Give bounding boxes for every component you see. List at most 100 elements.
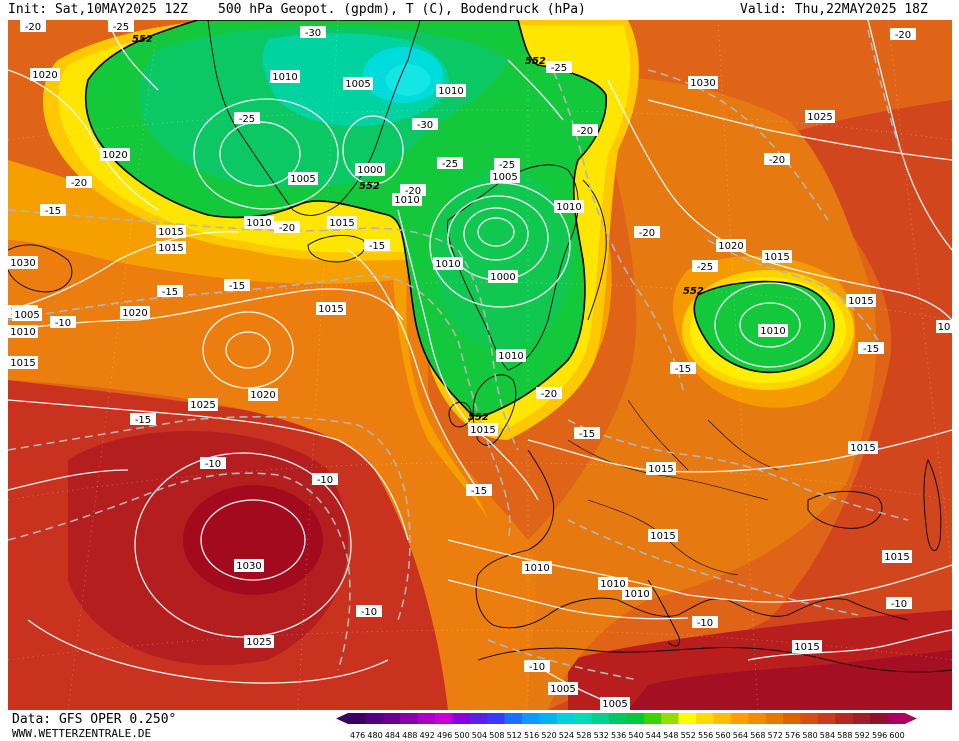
colorbar-tick-label: 540 bbox=[628, 731, 643, 740]
pressure-label: 1015 bbox=[316, 302, 346, 315]
svg-text:1010: 1010 bbox=[435, 259, 460, 270]
svg-text:-15: -15 bbox=[863, 344, 879, 355]
colorbar-swatch bbox=[696, 713, 714, 724]
geopotential-label: 552 bbox=[468, 412, 489, 423]
pressure-label: 1015 bbox=[646, 462, 676, 475]
svg-text:-20: -20 bbox=[577, 126, 593, 137]
pressure-label: 1005 bbox=[548, 682, 578, 695]
temperature-label: -15 bbox=[364, 239, 390, 252]
temperature-label: -10 bbox=[356, 605, 382, 618]
sahara-hot-field bbox=[628, 650, 952, 710]
temperature-label: -20 bbox=[536, 387, 562, 400]
colorbar-swatch bbox=[626, 713, 645, 724]
pressure-label: 1010 bbox=[270, 70, 300, 83]
colorbar-tick-label: 568 bbox=[750, 731, 765, 740]
colorbar-swatch bbox=[887, 713, 906, 724]
svg-text:-25: -25 bbox=[697, 262, 713, 273]
isotherms bbox=[8, 29, 909, 681]
svg-text:1015: 1015 bbox=[470, 425, 495, 436]
atlantic-high-center bbox=[183, 485, 323, 595]
svg-text:1015: 1015 bbox=[648, 464, 673, 475]
pressure-label: 1015 bbox=[156, 241, 186, 254]
colorbar-tick-label: 556 bbox=[698, 731, 713, 740]
pressure-label: 1020 bbox=[716, 239, 746, 252]
colorbar-swatch bbox=[348, 713, 366, 724]
colorbar-tick-label: 592 bbox=[855, 731, 870, 740]
pressure-label: 1030 bbox=[234, 559, 264, 572]
temperature-label: -15 bbox=[130, 413, 156, 426]
map-title: 500 hPa Geopot. (gpdm), T (C), Bodendruc… bbox=[218, 2, 586, 17]
pressure-label: 1015 bbox=[762, 250, 792, 263]
svg-text:1025: 1025 bbox=[190, 400, 215, 411]
svg-text:1015: 1015 bbox=[848, 296, 873, 307]
pressure-label: 1000 bbox=[488, 270, 518, 283]
colorbar-tick-label: 580 bbox=[802, 731, 817, 740]
svg-text:-30: -30 bbox=[305, 28, 321, 39]
pressure-label: 1030 bbox=[688, 76, 718, 89]
temperature-label: -15 bbox=[670, 362, 696, 375]
colorbar-tick-label: 476 bbox=[350, 731, 365, 740]
svg-text:1010: 1010 bbox=[600, 579, 625, 590]
svg-text:1015: 1015 bbox=[764, 252, 789, 263]
svg-text:1025: 1025 bbox=[807, 112, 832, 123]
temperature-label: -15 bbox=[224, 279, 250, 292]
svg-text:-20: -20 bbox=[639, 228, 655, 239]
svg-text:-20: -20 bbox=[541, 389, 557, 400]
temperature-label: -15 bbox=[574, 427, 600, 440]
temperature-label: -25 bbox=[494, 158, 520, 171]
colorbar-tick-label: 528 bbox=[576, 731, 591, 740]
temperature-label: -15 bbox=[40, 204, 66, 217]
colorbar-swatch bbox=[678, 713, 697, 724]
website-credit: WWW.WETTERZENTRALE.DE bbox=[12, 727, 152, 740]
svg-text:1000: 1000 bbox=[357, 165, 382, 176]
temperature-label: -15 bbox=[858, 342, 884, 355]
svg-text:1015: 1015 bbox=[158, 227, 183, 238]
pressure-label: 1020 bbox=[30, 68, 60, 81]
colorbar-tick-label: 576 bbox=[785, 731, 800, 740]
colorbar-tick-label: 512 bbox=[507, 731, 522, 740]
svg-text:1010: 1010 bbox=[760, 326, 785, 337]
colorbar-arrow-max bbox=[904, 713, 917, 724]
colorbar-swatch bbox=[469, 713, 488, 724]
temperature-label: -10 bbox=[692, 616, 718, 629]
map-header: Init: Sat,10MAY2025 12Z 500 hPa Geopot. … bbox=[0, 0, 959, 20]
pressure-label: 1025 bbox=[244, 635, 274, 648]
svg-text:1005: 1005 bbox=[290, 174, 315, 185]
pressure-label: 1015 bbox=[327, 216, 357, 229]
colorbar-swatch bbox=[382, 713, 401, 724]
colorbar-tick-label: 496 bbox=[437, 731, 452, 740]
colorbar-tick-label: 548 bbox=[663, 731, 678, 740]
pressure-label: 1010 bbox=[758, 324, 788, 337]
temperature-label: -25 bbox=[108, 20, 134, 33]
colorbar-swatch bbox=[609, 713, 627, 724]
temperature-label: -15 bbox=[157, 285, 183, 298]
svg-text:1005: 1005 bbox=[492, 172, 517, 183]
pressure-label: 1010 bbox=[433, 257, 463, 270]
colorbar-tick-label: 488 bbox=[402, 731, 417, 740]
svg-text:-15: -15 bbox=[135, 415, 151, 426]
svg-text:1010: 1010 bbox=[10, 327, 35, 338]
pressure-label: 1015 bbox=[848, 441, 878, 454]
pressure-label: 1020 bbox=[100, 148, 130, 161]
svg-text:-20: -20 bbox=[895, 30, 911, 41]
colorbar-swatch bbox=[765, 713, 784, 724]
temperature-label: -25 bbox=[692, 260, 718, 273]
svg-text:-10: -10 bbox=[205, 459, 221, 470]
svg-text:1005: 1005 bbox=[602, 699, 627, 710]
colorbar-tick-label: 544 bbox=[646, 731, 661, 740]
colorbar-swatch bbox=[400, 713, 419, 724]
temperature-label: -20 bbox=[400, 184, 426, 197]
svg-text:1015: 1015 bbox=[650, 531, 675, 542]
svg-text:1025: 1025 bbox=[246, 637, 271, 648]
svg-text:-20: -20 bbox=[405, 186, 421, 197]
svg-text:1005: 1005 bbox=[550, 684, 575, 695]
colorbar-swatch bbox=[748, 713, 767, 724]
pressure-label: 1015 bbox=[468, 423, 498, 436]
colorbar-tick-label: 500 bbox=[454, 731, 469, 740]
pressure-label: 1025 bbox=[805, 110, 835, 123]
pressure-label: 1010 bbox=[436, 84, 466, 97]
pressure-label: 1010 bbox=[554, 200, 584, 213]
temperature-label: -20 bbox=[66, 176, 92, 189]
svg-text:-15: -15 bbox=[471, 486, 487, 497]
svg-text:1015: 1015 bbox=[794, 642, 819, 653]
